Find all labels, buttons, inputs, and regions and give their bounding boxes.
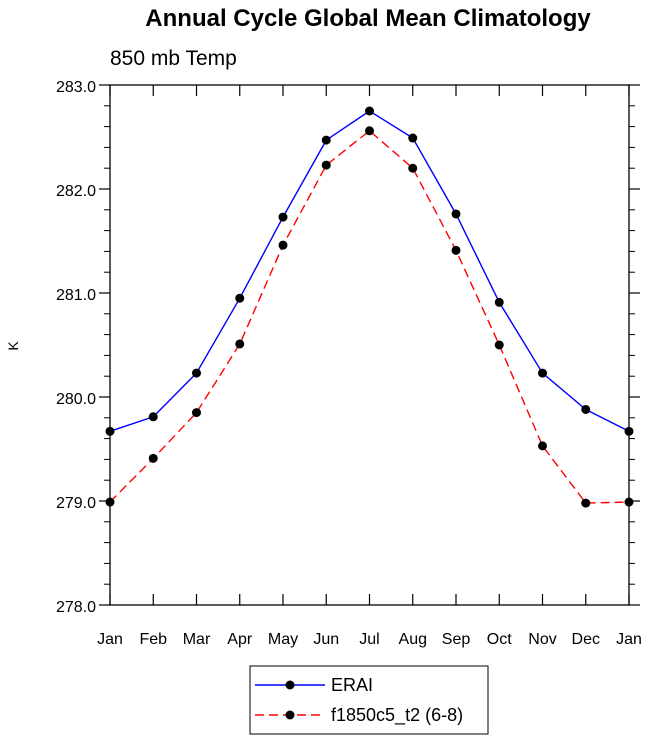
x-tick-label: Jan: [616, 631, 642, 648]
series-1-point: [278, 240, 288, 250]
x-tick-labels: Jan Feb Mar Apr May Jun Jul Aug Sep Oct Nov Dec Jan: [97, 631, 642, 648]
x-tick-label: Mar: [183, 631, 211, 648]
series-0-point: [235, 293, 245, 303]
series-0-point: [581, 404, 591, 414]
legend-marker-1: [285, 710, 295, 720]
series-1-point: [408, 163, 418, 173]
y-axis-label: K: [5, 341, 21, 351]
series-1-point: [365, 126, 374, 136]
minor-ticks: [104, 105, 635, 585]
series-0-point: [278, 212, 288, 222]
plot-frame: [109, 84, 630, 606]
x-tick-label: Jun: [313, 631, 339, 648]
legend-label-0: ERAI: [331, 675, 373, 695]
series-1-point: [235, 339, 245, 349]
x-tick-label: Jul: [359, 631, 379, 648]
series-points: [105, 106, 634, 508]
major-ticks: [99, 84, 640, 606]
x-tick-label: Jan: [97, 631, 123, 648]
y-tick-label: 280.0: [56, 391, 96, 408]
chart-title: Annual Cycle Global Mean Climatology: [145, 5, 591, 32]
x-tick-label: Sep: [442, 631, 471, 648]
y-tick-label: 282.0: [56, 183, 96, 200]
x-tick-label: Aug: [399, 631, 427, 648]
legend-marker-0: [285, 680, 295, 690]
y-tick-labels: 278.0 279.0 280.0 281.0 282.0 283.0: [56, 79, 96, 616]
series-0-point: [538, 368, 547, 378]
series-1-point: [148, 453, 158, 463]
y-tick-label: 279.0: [56, 495, 96, 512]
series-lines: [109, 110, 630, 504]
y-tick-label: 278.0: [56, 599, 96, 616]
series-1-point: [581, 498, 591, 508]
legend-box: [249, 665, 489, 735]
series-0-point: [494, 297, 504, 307]
series-line-1: [109, 129, 630, 504]
x-tick-label: May: [268, 631, 298, 648]
x-tick-label: Dec: [572, 631, 600, 648]
series-1-point: [538, 441, 547, 451]
x-tick-label: Feb: [139, 631, 167, 648]
series-1-point: [192, 408, 201, 418]
x-tick-label: Oct: [487, 631, 512, 648]
series-1-point: [451, 245, 461, 255]
series-0-point: [148, 412, 158, 422]
x-tick-label: Apr: [227, 631, 253, 648]
y-tick-label: 283.0: [56, 79, 96, 96]
series-0-point: [192, 368, 201, 378]
series-0-point: [451, 209, 461, 219]
x-tick-label: Nov: [528, 631, 556, 648]
chart-subtitle: 850 mb Temp: [110, 47, 237, 70]
series-1-point: [321, 160, 331, 170]
series-1-point: [494, 340, 504, 350]
series-line-0: [109, 110, 630, 432]
series-0-point: [321, 135, 331, 145]
legend-label-1: f1850c5_t2 (6-8): [331, 705, 463, 726]
series-0-point: [365, 106, 374, 116]
y-tick-label: 281.0: [56, 287, 96, 304]
legend: ERAI f1850c5_t2 (6-8): [249, 665, 489, 735]
series-0-point: [408, 133, 418, 143]
